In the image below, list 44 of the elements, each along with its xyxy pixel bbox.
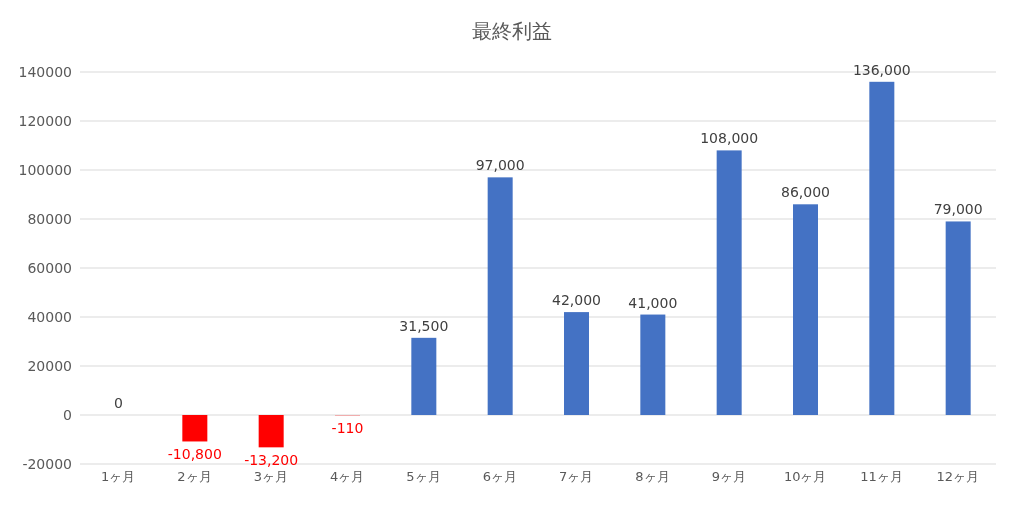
y-tick-label: 140000 (18, 63, 72, 80)
bar (411, 337, 437, 415)
bar (258, 415, 284, 448)
bar (640, 314, 666, 415)
data-label: -13,200 (244, 452, 299, 469)
x-tick-label: 6ヶ月 (482, 469, 517, 485)
x-tick-label: 12ヶ月 (936, 469, 980, 485)
data-label: 41,000 (628, 294, 678, 311)
y-tick-label: -20000 (22, 455, 72, 472)
x-tick-label: 9ヶ月 (711, 469, 746, 485)
data-label: 97,000 (475, 157, 525, 174)
data-label: 136,000 (852, 61, 911, 78)
data-label: -10,800 (167, 446, 222, 463)
bar (869, 81, 895, 415)
x-tick-label: 3ヶ月 (253, 469, 288, 485)
x-tick-label: 5ヶ月 (406, 469, 441, 485)
y-tick-label: 80000 (27, 210, 72, 227)
bar (487, 177, 513, 415)
data-label: 31,500 (399, 317, 449, 334)
data-label: -110 (331, 420, 364, 437)
x-tick-label: 2ヶ月 (177, 469, 212, 485)
bar (182, 415, 208, 442)
y-tick-label: 0 (63, 406, 72, 423)
bar (945, 221, 971, 415)
x-tick-label: 7ヶ月 (559, 469, 594, 485)
chart-title: 最終利益 (471, 18, 553, 45)
y-tick-label: 20000 (27, 357, 72, 374)
data-label: 79,000 (933, 201, 983, 218)
y-tick-label: 60000 (27, 259, 72, 276)
y-tick-label: 100000 (18, 161, 72, 178)
x-tick-label: 10ヶ月 (783, 469, 827, 485)
data-label: 108,000 (700, 130, 759, 147)
x-tick-label: 8ヶ月 (635, 469, 670, 485)
x-tick-label: 11ヶ月 (860, 469, 903, 485)
y-tick-label: 120000 (18, 112, 72, 129)
x-tick-label: 4ヶ月 (330, 469, 365, 485)
data-label: 86,000 (781, 184, 830, 201)
x-tick-label: 1ヶ月 (101, 469, 136, 485)
data-label: 0 (114, 395, 123, 411)
y-tick-label: 40000 (27, 308, 72, 325)
data-label: 42,000 (552, 292, 601, 309)
bar (564, 312, 589, 415)
bar (793, 204, 818, 415)
bar (716, 150, 742, 415)
